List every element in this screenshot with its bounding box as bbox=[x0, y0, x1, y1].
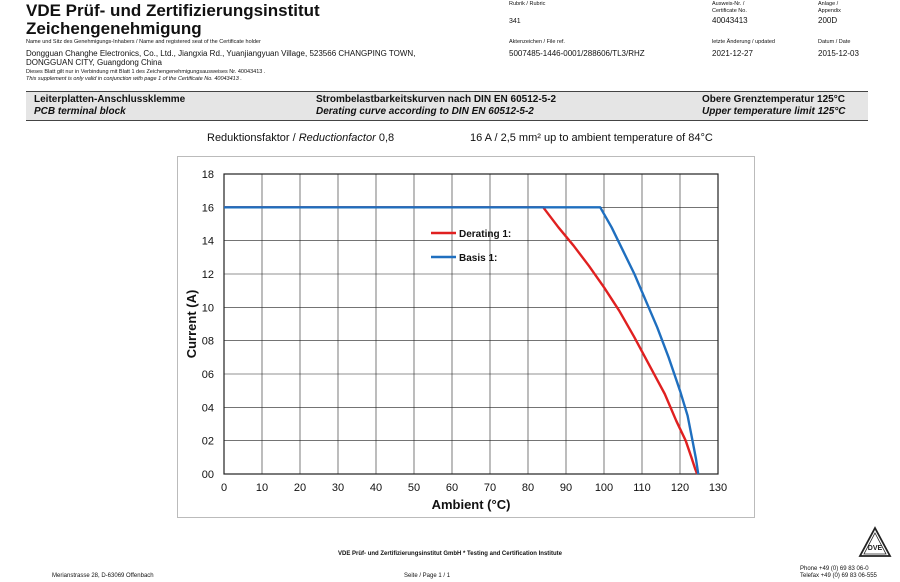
reduction-factor: Reduktionsfaktor / Reductionfactor 0,8 bbox=[207, 132, 394, 144]
y-tick-label: 02 bbox=[202, 436, 214, 448]
x-tick-label: 120 bbox=[671, 482, 689, 494]
y-tick-label: 10 bbox=[202, 302, 214, 314]
rubric-label: Rubrik / Rubric bbox=[509, 1, 546, 7]
institute-title: VDE Prüf- und Zertifizierungsinstitut bbox=[26, 1, 320, 20]
appendix-label-de: Anlage / bbox=[818, 1, 839, 7]
y-axis-label: Current (A) bbox=[184, 290, 199, 359]
y-tick-label: 12 bbox=[202, 269, 214, 281]
reduction-value: 0,8 bbox=[378, 132, 395, 144]
updated-label: letzte Änderung / updated bbox=[712, 39, 775, 45]
certificate-label-en: Certificate No. bbox=[712, 8, 747, 14]
x-tick-label: 60 bbox=[446, 482, 458, 494]
reduction-label-en: Reductionfactor bbox=[298, 132, 376, 144]
document-title: Zeichengenehmigung bbox=[26, 19, 202, 38]
chart-svg: 0 10 20 30 40 50 60 70 80 90 100 110 120 130 00 02 04 06 0… bbox=[184, 169, 727, 512]
temperature-limit-de: Obere Grenztemperatur 125°C bbox=[702, 94, 845, 105]
appendix-value: 200D bbox=[818, 16, 838, 25]
chart-ticks: 0 10 20 30 40 50 60 70 80 90 100 110 120 130 00 02 04 06 0… bbox=[202, 169, 727, 494]
temperature-limit-en: Upper temperature limit 125°C bbox=[702, 106, 846, 117]
series-line bbox=[224, 206, 699, 475]
file-ref-value: 5007485-1446-0001/288606/TL3/RHZ bbox=[509, 49, 645, 58]
legend-label: Derating 1: bbox=[459, 229, 511, 240]
series-line bbox=[224, 206, 700, 475]
x-tick-label: 10 bbox=[256, 482, 268, 494]
x-tick-label: 100 bbox=[595, 482, 613, 494]
curve-standard-de: Strombelastbarkeitskurven nach DIN EN 60… bbox=[316, 94, 557, 105]
appendix-label-en: Appendix bbox=[818, 8, 841, 14]
y-tick-label: 14 bbox=[202, 236, 214, 248]
x-tick-label: 90 bbox=[560, 482, 572, 494]
x-tick-label: 110 bbox=[633, 482, 651, 494]
certificate-value: 40043413 bbox=[712, 16, 748, 25]
x-axis-label: Ambient (°C) bbox=[432, 497, 511, 512]
rubric-value: 341 bbox=[509, 18, 521, 25]
curve-standard-en: Derating curve according to DIN EN 60512… bbox=[316, 106, 534, 117]
date-value: 2015-12-03 bbox=[818, 49, 859, 58]
updated-value: 2021-12-27 bbox=[712, 49, 753, 58]
chart-series bbox=[224, 206, 700, 475]
y-tick-label: 00 bbox=[202, 469, 214, 481]
x-tick-label: 30 bbox=[332, 482, 344, 494]
validity-note-en: This supplement is only valid in conjunc… bbox=[26, 76, 242, 82]
y-tick-label: 04 bbox=[202, 402, 214, 414]
holder-label: Name und Sitz des Genehmigungs-Inhabers … bbox=[26, 39, 261, 45]
derating-chart: 0 10 20 30 40 50 60 70 80 90 100 110 120 130 00 02 04 06 0… bbox=[177, 156, 755, 518]
vde-logo-text: DVE bbox=[868, 545, 883, 552]
footer-phone: Phone +49 (0) 69 83 06-0 bbox=[800, 566, 869, 572]
footer-address: Merianstrasse 28, D-63069 Offenbach bbox=[52, 573, 154, 579]
validity-note-de: Dieses Blatt gilt nur in Verbindung mit … bbox=[26, 69, 266, 75]
product-info-box: Leiterplatten-Anschlussklemme PCB termin… bbox=[26, 91, 868, 121]
legend-label: Basis 1: bbox=[459, 253, 497, 264]
footer-telefax: Telefax +49 (0) 69 83 06-555 bbox=[800, 573, 877, 579]
x-tick-label: 70 bbox=[484, 482, 496, 494]
certificate-label-de: Ausweis-Nr. / bbox=[712, 1, 745, 7]
file-ref-label: Aktenzeichen / File ref. bbox=[509, 39, 565, 45]
x-tick-label: 50 bbox=[408, 482, 420, 494]
holder-address-line2: DONGGUAN CITY, Guangdong China bbox=[26, 58, 162, 67]
vde-logo: DVE bbox=[858, 526, 892, 557]
chart-grid bbox=[224, 174, 718, 474]
x-tick-label: 40 bbox=[370, 482, 382, 494]
footer-institute: VDE Prüf- und Zertifizierungsinstitut Gm… bbox=[338, 551, 562, 557]
y-tick-label: 18 bbox=[202, 169, 214, 181]
y-tick-label: 06 bbox=[202, 369, 214, 381]
product-type-de: Leiterplatten-Anschlussklemme bbox=[34, 94, 186, 105]
x-tick-label: 130 bbox=[709, 482, 727, 494]
x-tick-label: 80 bbox=[522, 482, 534, 494]
product-type-en: PCB terminal block bbox=[34, 106, 126, 117]
date-label: Datum / Date bbox=[818, 39, 851, 45]
y-tick-label: 08 bbox=[202, 336, 214, 348]
footer-page: Seite / Page 1 / 1 bbox=[404, 573, 451, 579]
rating-text: 16 A / 2,5 mm² up to ambient temperature… bbox=[470, 132, 713, 144]
plot-border bbox=[223, 173, 719, 475]
chart-legend: Derating 1: Basis 1: bbox=[431, 229, 511, 264]
holder-address-line1: Dongguan Changhe Electronics, Co., Ltd.,… bbox=[26, 49, 416, 58]
x-tick-label: 20 bbox=[294, 482, 306, 494]
reduction-label: Reduktionsfaktor / bbox=[207, 132, 299, 144]
y-tick-label: 16 bbox=[202, 202, 214, 214]
x-tick-label: 0 bbox=[221, 482, 227, 494]
